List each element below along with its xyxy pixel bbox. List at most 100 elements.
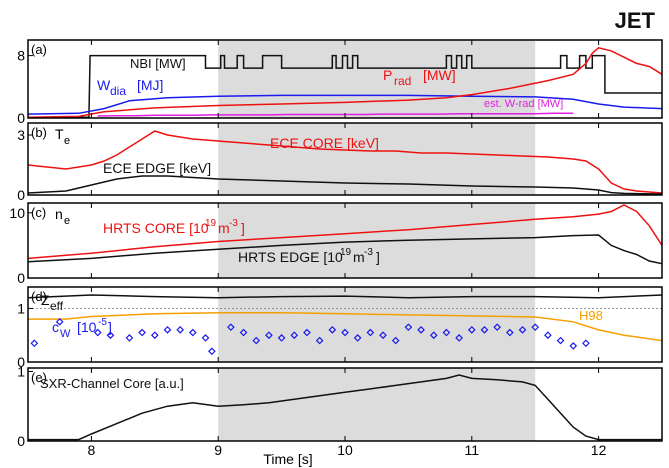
series-c-w-10-5-point bbox=[518, 326, 527, 334]
panel-label: (a) bbox=[31, 42, 47, 57]
series-c-w-10-5-point bbox=[93, 328, 102, 337]
series-label: NBI [MW] bbox=[130, 56, 186, 71]
series-c-w-10-5-point bbox=[265, 331, 273, 340]
y-tick-label: 0 bbox=[17, 433, 25, 449]
series-c-w-10-5-point bbox=[404, 323, 413, 332]
series-c-w-10-5-point bbox=[417, 326, 425, 334]
y-tick-label: 3 bbox=[17, 127, 25, 143]
y-tick-label: 1 bbox=[17, 300, 25, 316]
series-c-w-10-5-point bbox=[556, 336, 565, 345]
series-label: -3 bbox=[364, 247, 373, 258]
series-c-w-10-5-point bbox=[150, 331, 159, 340]
series-label: H98 bbox=[579, 308, 603, 323]
series-hrts-edge-10-19-m-3 bbox=[27, 234, 663, 265]
y-tick-label: 0 bbox=[17, 187, 25, 203]
y-tick-label: 0 bbox=[17, 354, 25, 370]
series-label: W bbox=[60, 328, 71, 340]
series-nbi-mw bbox=[28, 54, 662, 118]
series-c-w-10-5-point bbox=[239, 328, 248, 337]
series-p-rad-mw bbox=[27, 46, 663, 118]
y-tick-label: 10 bbox=[9, 205, 25, 221]
y-tick-label: 1 bbox=[17, 363, 25, 379]
series-label: HRTS CORE [10 bbox=[103, 220, 209, 236]
series-c-w-10-5-point bbox=[208, 347, 216, 356]
series-c-w-10-5-point bbox=[493, 323, 502, 332]
shaded-interval bbox=[218, 368, 536, 441]
series-c-w-10-5-point bbox=[455, 334, 463, 342]
series-label: -3 bbox=[229, 218, 238, 229]
y-tick-label: 0 bbox=[17, 110, 25, 126]
x-tick-label: 8 bbox=[88, 442, 96, 458]
series-label: rad bbox=[394, 74, 411, 88]
series-label: ] bbox=[108, 319, 112, 335]
x-axis-label: Time [s] bbox=[263, 451, 312, 467]
series-c-w-10-5-point bbox=[201, 334, 210, 342]
x-tick-label: 9 bbox=[214, 442, 222, 458]
series-label: HRTS EDGE [10 bbox=[238, 249, 343, 265]
panel-label: (d) bbox=[31, 289, 47, 304]
series-c-w-10-5-point bbox=[379, 331, 387, 340]
series-label: dia bbox=[110, 84, 126, 98]
series-label: ] bbox=[376, 249, 380, 265]
series-c-w-10-5-point bbox=[138, 328, 146, 337]
series-ece-core-kev bbox=[27, 130, 663, 194]
series-c-w-10-5-point bbox=[303, 328, 311, 337]
series-label: est. W-rad [MW] bbox=[484, 98, 563, 110]
y-tick-label: 0 bbox=[17, 270, 25, 286]
panel-d: 0 1 (d)Z eff H98 c W [10 -5] bbox=[17, 286, 663, 370]
x-tick-label: 10 bbox=[337, 442, 353, 458]
series-label: [10 bbox=[77, 319, 97, 335]
series-c-w-10-5-point bbox=[353, 334, 362, 342]
quantity-label: T bbox=[55, 126, 64, 142]
series-c-w-10-5-point bbox=[163, 326, 172, 334]
series-label: ECE CORE [keV] bbox=[270, 135, 379, 151]
series-c-w-10-5-point bbox=[176, 326, 185, 334]
series-c-w-10-5-point bbox=[277, 334, 286, 342]
series-label: -5 bbox=[98, 317, 107, 328]
series-c-w-10-5-point bbox=[429, 331, 438, 340]
series-c-w-10-5-point bbox=[125, 334, 134, 342]
series-sxr-channel-core-a-u bbox=[28, 374, 662, 441]
series-ece-edge-kev bbox=[27, 175, 663, 195]
x-tick-label: 12 bbox=[591, 442, 607, 458]
series-c-w-10-5-point bbox=[328, 326, 337, 334]
series-label: SXR-Channel Core [a.u.] bbox=[40, 376, 184, 391]
series-label: 19 bbox=[340, 247, 352, 258]
series-hrts-core-10-19-m-3 bbox=[27, 204, 663, 260]
series-c-w-10-5-point bbox=[106, 331, 115, 340]
series-w-dia-mj bbox=[27, 94, 663, 115]
quantity-label: n bbox=[55, 206, 63, 222]
series-label: [MW] bbox=[423, 67, 456, 83]
series-c-w-10-5-point bbox=[544, 331, 552, 340]
series-c-w-10-5-point bbox=[480, 326, 489, 334]
panel-e: 0 1 (e)SXR-Channel Core [a.u.] bbox=[17, 363, 663, 449]
panel-a: 0 8 (a) NBI [MW] W dia [MJ] P rad [MW] est. W-rad … bbox=[17, 39, 663, 126]
series-h98 bbox=[28, 311, 663, 342]
series-c-w-10-5-point bbox=[505, 328, 514, 337]
panel-label: (e) bbox=[31, 370, 47, 385]
series-c-w-10-5-point bbox=[569, 342, 578, 350]
series-label: W bbox=[97, 77, 111, 93]
series-c-w-10-5-point bbox=[341, 328, 349, 337]
series-label: P bbox=[383, 67, 392, 83]
panel-label: (b) bbox=[31, 125, 47, 140]
quantity-subscript: e bbox=[64, 135, 70, 147]
series-c-w-10-5-point bbox=[30, 339, 39, 348]
series-c-w-10-5-point bbox=[55, 317, 64, 326]
series-c-w-10-5-point bbox=[315, 336, 324, 345]
series-label: ECE EDGE [keV] bbox=[103, 160, 211, 176]
series-est-w-rad-mw bbox=[97, 112, 574, 117]
series-c-w-10-5-point bbox=[442, 328, 451, 337]
series-c-w-10-5-point bbox=[531, 323, 540, 332]
corner-label: JET bbox=[615, 8, 656, 33]
x-tick-label: 11 bbox=[465, 442, 480, 458]
series-c-w-10-5-point bbox=[252, 336, 261, 345]
series-label: m bbox=[353, 249, 365, 265]
quantity-subscript: e bbox=[64, 215, 70, 227]
series-c-w-10-5-point bbox=[290, 331, 299, 340]
series-label: eff bbox=[50, 299, 64, 313]
series-c-w-10-5-point bbox=[582, 339, 590, 348]
